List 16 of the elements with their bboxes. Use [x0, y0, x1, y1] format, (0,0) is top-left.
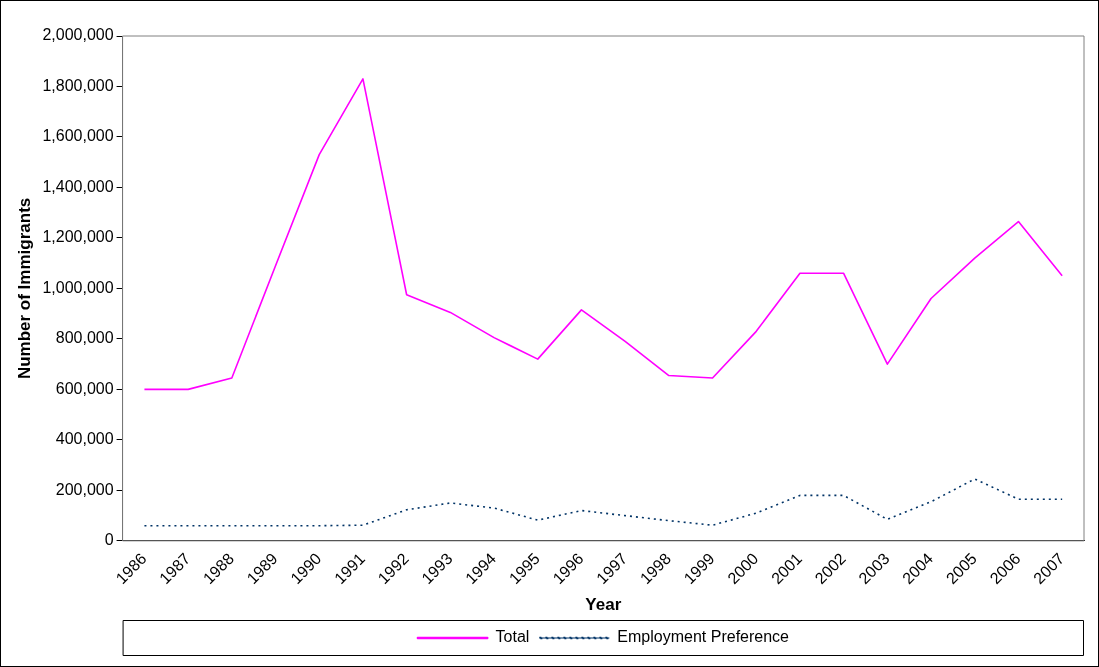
y-tick-label: 600,000 [55, 379, 114, 397]
legend-label: Total [495, 628, 530, 646]
line-series [143, 478, 1063, 527]
y-tick-label: 2,000,000 [42, 26, 114, 44]
y-tick-label: 1,000,000 [42, 278, 114, 296]
y-tick-label: 1,800,000 [42, 76, 114, 94]
y-tick-label: 1,400,000 [42, 177, 114, 195]
y-tick-label: 1,200,000 [42, 228, 114, 246]
y-tick-label: 0 [104, 531, 114, 549]
y-tick-label: 800,000 [55, 329, 114, 347]
y-tick-label: 200,000 [55, 480, 114, 498]
y-tick-label: 400,000 [55, 430, 114, 448]
x-axis-title: Year [585, 595, 622, 615]
legend-label: Employment Preference [617, 628, 790, 646]
y-axis-title: Number of Immigrants [14, 197, 34, 380]
y-tick-label: 1,600,000 [42, 127, 114, 145]
